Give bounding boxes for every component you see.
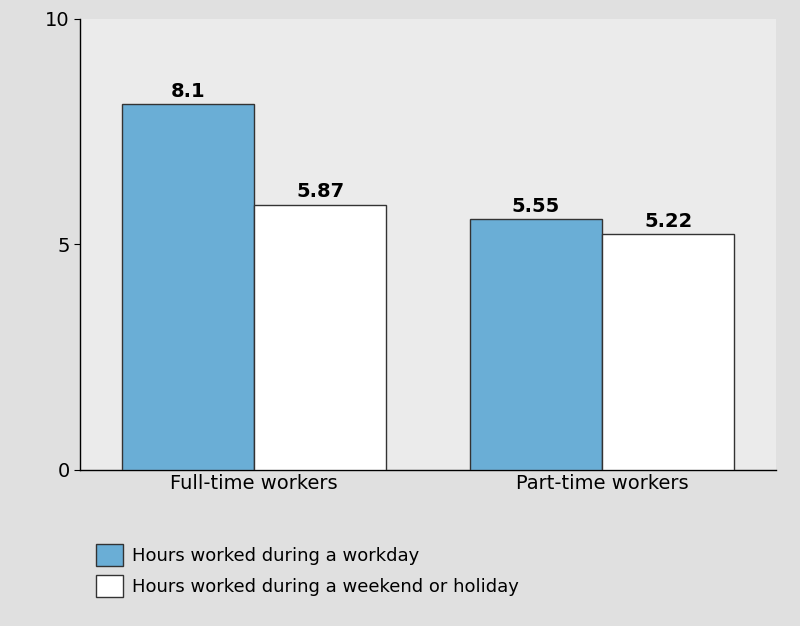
Bar — [470, 219, 602, 470]
Text: 8.1: 8.1 — [170, 82, 205, 101]
Bar — [602, 234, 734, 470]
Legend: Hours worked during a workday, Hours worked during a weekend or holiday: Hours worked during a workday, Hours wor… — [89, 537, 526, 605]
Text: 5.87: 5.87 — [296, 182, 344, 202]
Text: 5.55: 5.55 — [512, 197, 560, 216]
Text: 5.22: 5.22 — [644, 212, 692, 230]
Bar — [122, 105, 254, 470]
Bar — [254, 205, 386, 470]
